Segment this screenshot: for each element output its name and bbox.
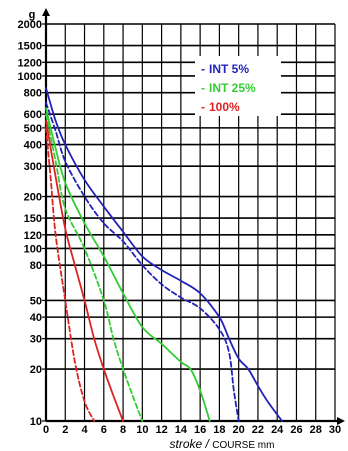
x-tick-label-18: 18 bbox=[213, 424, 225, 436]
legend-item-0-prefix: - bbox=[201, 62, 205, 76]
y-tick-label-400: 400 bbox=[24, 140, 42, 152]
x-axis-label-main: stroke bbox=[170, 437, 203, 451]
y-tick-label-50: 50 bbox=[30, 295, 42, 307]
x-tick-labels: 0 2 4 6 8 10 12 14 16 18 20 22 24 26 28 30 bbox=[43, 424, 341, 436]
legend-item-1: - INT 25% bbox=[201, 81, 256, 95]
y-tick-label-80: 80 bbox=[30, 260, 42, 272]
y-tick-label-500: 500 bbox=[24, 123, 42, 135]
legend-item-1-label: INT 25% bbox=[209, 81, 256, 95]
y-tick-label-1500: 1500 bbox=[18, 41, 42, 53]
x-axis-label: stroke / COURSE mm bbox=[170, 437, 275, 451]
series-line-4 bbox=[45, 119, 124, 422]
x-tick-label-20: 20 bbox=[233, 424, 245, 436]
series-line-3 bbox=[45, 113, 144, 422]
legend-item-1-prefix: - bbox=[201, 81, 205, 95]
y-tick-label-1000: 1000 bbox=[18, 71, 42, 83]
y-tick-label-150: 150 bbox=[24, 213, 42, 225]
x-tick-label-0: 0 bbox=[43, 424, 49, 436]
x-tick-label-24: 24 bbox=[271, 424, 284, 436]
x-tick-label-14: 14 bbox=[175, 424, 188, 436]
y-tick-label-800: 800 bbox=[24, 88, 42, 100]
y-axis-arrow-icon bbox=[42, 8, 50, 16]
x-tick-label-12: 12 bbox=[155, 424, 167, 436]
legend-item-2-prefix: - bbox=[201, 100, 205, 114]
x-axis-label-sub: COURSE mm bbox=[212, 440, 274, 451]
x-axis-arrow-icon bbox=[337, 417, 345, 425]
x-axis-label-separator: / bbox=[202, 437, 212, 451]
series-line-1 bbox=[45, 101, 240, 422]
grid bbox=[42, 23, 336, 422]
x-tick-label-26: 26 bbox=[290, 424, 302, 436]
axes bbox=[42, 8, 345, 425]
legend: - INT 5% - INT 25% -100% bbox=[195, 56, 281, 116]
legend-item-0: - INT 5% bbox=[201, 62, 249, 76]
series-line-0 bbox=[45, 87, 283, 422]
x-tick-label-4: 4 bbox=[81, 424, 88, 436]
legend-item-2: -100% bbox=[201, 100, 240, 114]
x-tick-label-16: 16 bbox=[194, 424, 206, 436]
y-tick-label-100: 100 bbox=[24, 243, 42, 255]
y-axis-unit: g bbox=[29, 9, 36, 21]
y-tick-label-30: 30 bbox=[30, 334, 42, 346]
series-line-5 bbox=[45, 126, 96, 422]
legend-box bbox=[195, 56, 281, 116]
y-tick-label-300: 300 bbox=[24, 161, 42, 173]
series-lines bbox=[45, 87, 283, 422]
series-line-2 bbox=[45, 107, 211, 422]
x-tick-label-6: 6 bbox=[101, 424, 107, 436]
x-tick-label-8: 8 bbox=[120, 424, 126, 436]
legend-item-2-label: 100% bbox=[209, 100, 240, 114]
x-tick-label-30: 30 bbox=[329, 424, 341, 436]
y-tick-label-20: 20 bbox=[30, 364, 42, 376]
y-tick-label-2000: 2000 bbox=[18, 19, 42, 31]
x-tick-label-22: 22 bbox=[252, 424, 264, 436]
x-tick-label-2: 2 bbox=[62, 424, 68, 436]
legend-item-0-label: INT 5% bbox=[209, 62, 249, 76]
y-tick-label-200: 200 bbox=[24, 192, 42, 204]
x-tick-label-28: 28 bbox=[310, 424, 322, 436]
x-tick-label-10: 10 bbox=[136, 424, 148, 436]
y-tick-label-40: 40 bbox=[30, 312, 42, 324]
y-tick-label-10: 10 bbox=[30, 416, 42, 428]
y-tick-label-600: 600 bbox=[24, 109, 42, 121]
y-tick-label-120: 120 bbox=[24, 230, 42, 242]
y-tick-label-1200: 1200 bbox=[18, 57, 42, 69]
